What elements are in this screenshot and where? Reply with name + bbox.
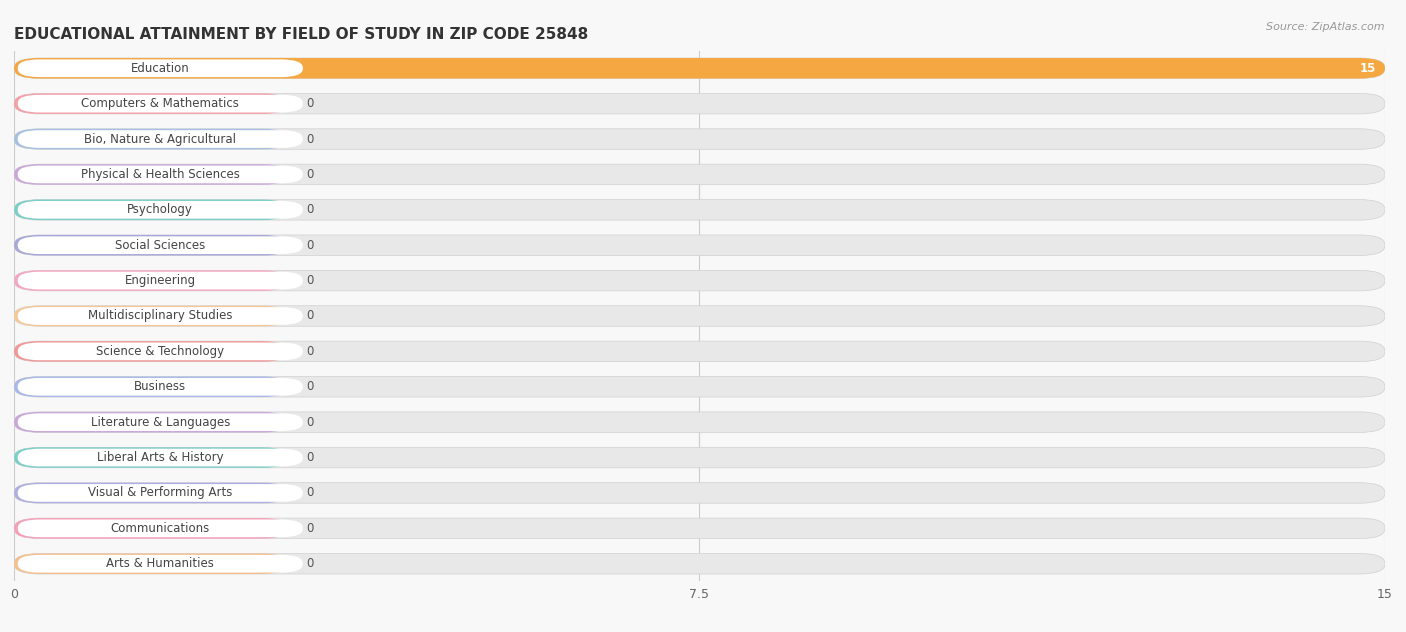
FancyBboxPatch shape xyxy=(18,343,302,360)
FancyBboxPatch shape xyxy=(14,270,288,291)
Text: 0: 0 xyxy=(307,168,314,181)
FancyBboxPatch shape xyxy=(14,518,1385,538)
Text: Business: Business xyxy=(134,380,187,393)
FancyBboxPatch shape xyxy=(14,129,1385,149)
Text: 0: 0 xyxy=(307,239,314,252)
FancyBboxPatch shape xyxy=(14,129,288,149)
FancyBboxPatch shape xyxy=(18,201,302,219)
Text: Arts & Humanities: Arts & Humanities xyxy=(107,557,214,570)
FancyBboxPatch shape xyxy=(18,130,302,148)
FancyBboxPatch shape xyxy=(14,235,288,255)
FancyBboxPatch shape xyxy=(14,94,1385,114)
Text: 0: 0 xyxy=(307,522,314,535)
FancyBboxPatch shape xyxy=(18,59,302,77)
Text: 0: 0 xyxy=(307,487,314,499)
Text: EDUCATIONAL ATTAINMENT BY FIELD OF STUDY IN ZIP CODE 25848: EDUCATIONAL ATTAINMENT BY FIELD OF STUDY… xyxy=(14,27,588,42)
Text: 0: 0 xyxy=(307,345,314,358)
FancyBboxPatch shape xyxy=(14,483,1385,503)
Text: Literature & Languages: Literature & Languages xyxy=(90,416,231,428)
FancyBboxPatch shape xyxy=(14,412,288,432)
FancyBboxPatch shape xyxy=(18,272,302,289)
FancyBboxPatch shape xyxy=(14,341,1385,362)
FancyBboxPatch shape xyxy=(14,447,1385,468)
FancyBboxPatch shape xyxy=(14,58,1385,78)
FancyBboxPatch shape xyxy=(18,378,302,396)
Text: Physical & Health Sciences: Physical & Health Sciences xyxy=(82,168,239,181)
FancyBboxPatch shape xyxy=(14,483,288,503)
Text: Psychology: Psychology xyxy=(128,204,193,216)
FancyBboxPatch shape xyxy=(14,518,288,538)
Text: 0: 0 xyxy=(307,133,314,145)
Text: Bio, Nature & Agricultural: Bio, Nature & Agricultural xyxy=(84,133,236,145)
FancyBboxPatch shape xyxy=(18,449,302,466)
FancyBboxPatch shape xyxy=(14,306,1385,326)
FancyBboxPatch shape xyxy=(18,236,302,254)
Text: Communications: Communications xyxy=(111,522,209,535)
FancyBboxPatch shape xyxy=(18,520,302,537)
FancyBboxPatch shape xyxy=(14,270,1385,291)
FancyBboxPatch shape xyxy=(14,554,1385,574)
Text: 0: 0 xyxy=(307,97,314,110)
FancyBboxPatch shape xyxy=(14,164,288,185)
FancyBboxPatch shape xyxy=(14,164,1385,185)
FancyBboxPatch shape xyxy=(14,94,288,114)
FancyBboxPatch shape xyxy=(18,95,302,112)
Text: 0: 0 xyxy=(307,451,314,464)
Text: Visual & Performing Arts: Visual & Performing Arts xyxy=(89,487,232,499)
Text: 0: 0 xyxy=(307,274,314,287)
Text: 0: 0 xyxy=(307,380,314,393)
FancyBboxPatch shape xyxy=(14,306,288,326)
FancyBboxPatch shape xyxy=(14,377,288,397)
FancyBboxPatch shape xyxy=(14,377,1385,397)
Text: Multidisciplinary Studies: Multidisciplinary Studies xyxy=(89,310,232,322)
FancyBboxPatch shape xyxy=(14,200,1385,220)
FancyBboxPatch shape xyxy=(14,447,288,468)
FancyBboxPatch shape xyxy=(14,554,288,574)
Text: Liberal Arts & History: Liberal Arts & History xyxy=(97,451,224,464)
Text: Social Sciences: Social Sciences xyxy=(115,239,205,252)
FancyBboxPatch shape xyxy=(14,200,288,220)
FancyBboxPatch shape xyxy=(18,307,302,325)
Text: Science & Technology: Science & Technology xyxy=(96,345,225,358)
FancyBboxPatch shape xyxy=(18,555,302,573)
Text: 0: 0 xyxy=(307,204,314,216)
Text: Education: Education xyxy=(131,62,190,75)
Text: 0: 0 xyxy=(307,557,314,570)
Text: Engineering: Engineering xyxy=(125,274,195,287)
Text: 0: 0 xyxy=(307,416,314,428)
Text: 15: 15 xyxy=(1360,62,1376,75)
Text: Computers & Mathematics: Computers & Mathematics xyxy=(82,97,239,110)
FancyBboxPatch shape xyxy=(18,166,302,183)
FancyBboxPatch shape xyxy=(14,412,1385,432)
FancyBboxPatch shape xyxy=(14,235,1385,255)
FancyBboxPatch shape xyxy=(14,341,288,362)
FancyBboxPatch shape xyxy=(18,484,302,502)
FancyBboxPatch shape xyxy=(14,58,1385,78)
Text: Source: ZipAtlas.com: Source: ZipAtlas.com xyxy=(1267,22,1385,32)
Text: 0: 0 xyxy=(307,310,314,322)
FancyBboxPatch shape xyxy=(18,413,302,431)
